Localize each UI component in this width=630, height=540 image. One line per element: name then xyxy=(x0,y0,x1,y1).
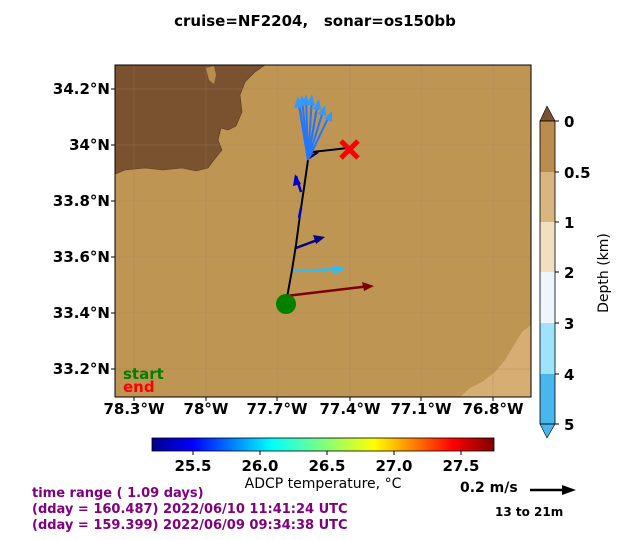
lon-tick-label: 78°W xyxy=(184,400,229,418)
time-range: time range ( 1.09 days) xyxy=(32,486,204,501)
depth-tick-label: 0.5 xyxy=(564,164,591,182)
scale-arrow xyxy=(530,485,576,495)
end-marker xyxy=(339,139,360,160)
depth-colorbar: 0 0.5 1 2 3 4 5 Depth (km) xyxy=(539,105,612,439)
vector-arrow xyxy=(299,107,309,161)
lat-tick-label: 33.2°N xyxy=(53,360,110,378)
time-end: (dday = 160.487) 2022/06/10 11:41:24 UTC xyxy=(32,502,348,517)
scale-depth-range: 13 to 21m xyxy=(495,505,564,519)
map-area xyxy=(115,65,531,397)
temperature-colorbar: 25.5 26.0 26.5 27.0 27.5 xyxy=(151,437,495,475)
time-start: (dday = 159.399) 2022/06/09 09:34:38 UTC xyxy=(32,518,348,533)
vector-arrow xyxy=(307,96,313,161)
vector-arrow xyxy=(293,174,301,186)
lon-tick-label: 77.7°W xyxy=(246,400,308,418)
lon-tick-label: 78.3°W xyxy=(103,400,165,418)
start-marker xyxy=(276,294,296,314)
lat-tick-label: 33.8°N xyxy=(53,192,110,210)
lat-tick-label: 33.4°N xyxy=(53,304,110,322)
vector-arrow xyxy=(285,284,371,298)
current-vectors xyxy=(285,94,374,298)
vector-arrow xyxy=(307,107,325,161)
lat-tick-label: 33.6°N xyxy=(53,248,110,266)
temp-tick-label: 27.0 xyxy=(375,457,412,475)
temp-tick-label: 25.5 xyxy=(174,457,211,475)
lon-tick-label: 77.1°W xyxy=(390,400,452,418)
map-frame xyxy=(114,64,532,398)
depth-tick-label: 4 xyxy=(564,366,574,384)
vector-arrow xyxy=(293,267,341,273)
deep-water xyxy=(460,325,531,397)
lat-tick-label: 34.2°N xyxy=(53,80,110,98)
end-label: end xyxy=(123,378,155,396)
lat-ticks: 34.2°N 34°N 33.8°N 33.6°N 33.4°N 33.2°N xyxy=(53,80,115,378)
start-label: start xyxy=(123,365,164,383)
temperature-colorbar-label: ADCP temperature, °C xyxy=(244,476,402,492)
lon-tick-label: 77.4°W xyxy=(319,400,381,418)
vector-arrow xyxy=(307,113,331,161)
graticule xyxy=(115,65,531,397)
lon-tick-label: 76.8°W xyxy=(462,400,524,418)
plot-title: cruise=NF2204, sonar=os150bb xyxy=(174,12,456,30)
temp-tick-label: 26.5 xyxy=(308,457,345,475)
vector-arrow xyxy=(313,235,325,244)
depth-tick-label: 1 xyxy=(564,214,574,232)
temp-tick-label: 26.0 xyxy=(241,457,278,475)
vector-arrow xyxy=(362,282,374,291)
depth-tick-label: 3 xyxy=(564,315,574,333)
island xyxy=(206,66,216,84)
lat-tick-label: 34°N xyxy=(69,136,110,154)
depth-tick-label: 0 xyxy=(564,113,574,131)
vector-arrow xyxy=(334,265,346,274)
depth-tick-label: 5 xyxy=(564,416,574,434)
time-info: time range ( 1.09 days) (dday = 160.487)… xyxy=(32,486,348,534)
depth-tick-label: 2 xyxy=(564,264,574,282)
lon-ticks: 78.3°W 78°W 77.7°W 77.4°W 77.1°W 76.8°W xyxy=(103,397,524,418)
temp-tick-label: 27.5 xyxy=(442,457,479,475)
scale-label: 0.2 m/s xyxy=(460,480,518,496)
vector-arrow xyxy=(307,111,317,161)
depth-colorbar-title: Depth (km) xyxy=(596,233,612,313)
vector-arrow xyxy=(297,207,303,219)
